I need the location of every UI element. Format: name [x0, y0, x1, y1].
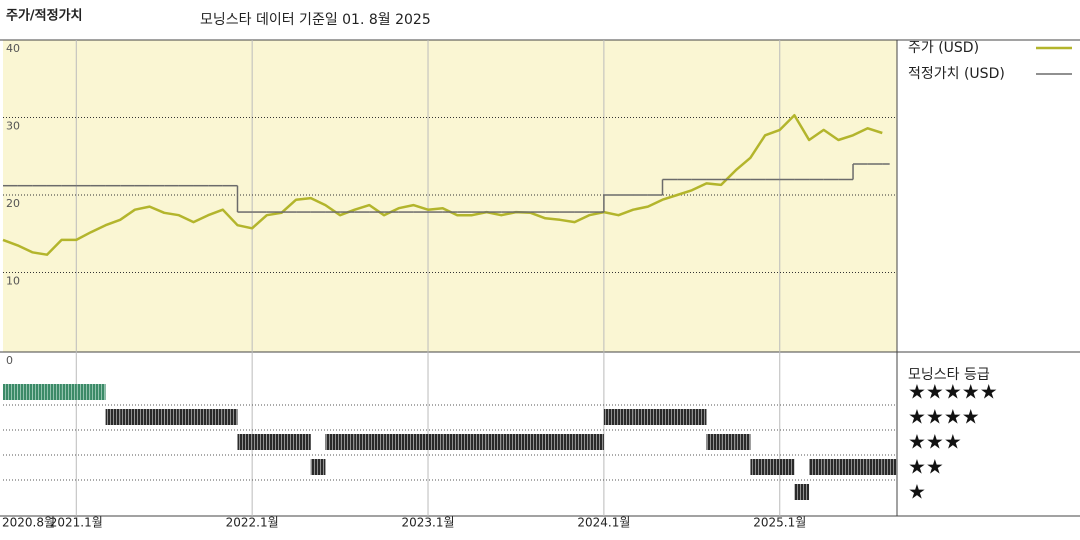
- rating-bar: [32, 384, 47, 400]
- rating-bar: [3, 384, 18, 400]
- rating-bar: [501, 434, 516, 450]
- rating-bar: [530, 434, 546, 450]
- rating-level-label: ★★★★: [908, 405, 980, 429]
- rating-bar: [545, 434, 560, 450]
- rating-bar: [266, 434, 282, 450]
- rating-bar: [296, 434, 311, 450]
- x-tick-label: 2021.1월: [50, 516, 103, 530]
- rating-bar: [647, 409, 663, 425]
- price-line: [2, 113, 883, 256]
- rating-level-label: ★★★★★: [908, 380, 998, 404]
- rating-bar: [178, 409, 194, 425]
- rating-bar: [120, 409, 135, 425]
- rating-bar: [618, 409, 634, 425]
- rating-bar: [823, 459, 839, 475]
- rating-bar: [17, 384, 33, 400]
- x-tick-label: 2022.1월: [226, 516, 279, 530]
- x-tick-label: 2020.8월: [2, 516, 55, 530]
- rating-bar: [46, 384, 62, 400]
- rating-level-label: ★: [908, 480, 926, 504]
- rating-bar: [105, 409, 121, 425]
- rating-bar: [428, 434, 443, 450]
- rating-bar: [149, 409, 165, 425]
- rating-level-label: ★★: [908, 455, 944, 479]
- rating-bar: [61, 384, 77, 400]
- rating-bar: [457, 434, 472, 450]
- rating-bar: [735, 434, 751, 450]
- rating-bar: [281, 434, 297, 450]
- plot-background: [3, 40, 897, 352]
- rating-bar: [354, 434, 370, 450]
- rating-bar: [208, 409, 223, 425]
- rating-bar: [310, 459, 326, 475]
- x-tick-label: 2024.1월: [577, 516, 630, 530]
- rating-bar: [193, 409, 209, 425]
- rating-bar: [413, 434, 429, 450]
- legend-label: 적정가치 (USD): [908, 66, 1005, 82]
- rating-bar: [853, 459, 868, 475]
- x-tick-label: 2025.1월: [753, 516, 806, 530]
- rating-bar: [222, 409, 238, 425]
- chart-subtitle: 모닝스타 데이터 기준일 01. 8월 2025: [200, 12, 431, 28]
- rating-bar: [515, 434, 531, 450]
- rating-bar: [369, 434, 385, 450]
- y-tick-label: 40: [6, 42, 20, 55]
- rating-bar: [794, 484, 810, 500]
- rating-bar: [164, 409, 179, 425]
- rating-bar: [677, 409, 692, 425]
- y-tick-label: 10: [6, 275, 20, 288]
- rating-bar: [867, 459, 883, 475]
- rating-bar: [471, 434, 487, 450]
- rating-bar: [706, 434, 722, 450]
- rating-bar: [486, 434, 502, 450]
- rating-bar: [340, 434, 355, 450]
- rating-bar: [90, 384, 106, 400]
- rating-bar: [750, 459, 766, 475]
- rating-level-label: ★★★: [908, 430, 962, 454]
- rating-bar: [882, 459, 897, 475]
- x-tick-label: 2023.1월: [402, 516, 455, 530]
- rating-title: 모닝스타 등급: [908, 367, 990, 383]
- rating-bar: [765, 459, 780, 475]
- y-tick-label: 0: [6, 354, 13, 367]
- rating-bar: [721, 434, 736, 450]
- rating-bar: [662, 409, 678, 425]
- rating-bar: [809, 459, 824, 475]
- rating-bar: [838, 459, 854, 475]
- rating-bar: [633, 409, 648, 425]
- rating-bar: [779, 459, 795, 475]
- chart-title: 주가/적정가치: [6, 8, 83, 24]
- rating-bar: [559, 434, 575, 450]
- rating-bar: [442, 434, 458, 450]
- y-tick-label: 20: [6, 197, 20, 210]
- rating-bar: [325, 434, 341, 450]
- rating-bar: [691, 409, 707, 425]
- rating-bar: [237, 434, 253, 450]
- rating-bar: [134, 409, 150, 425]
- rating-bar: [603, 409, 619, 425]
- legend-label: 주가 (USD): [908, 40, 979, 56]
- rating-bar: [589, 434, 604, 450]
- rating-bar: [252, 434, 267, 450]
- rating-bar: [76, 384, 91, 400]
- rating-bar: [384, 434, 399, 450]
- rating-bar: [574, 434, 590, 450]
- rating-bar: [398, 434, 414, 450]
- y-tick-label: 30: [6, 120, 20, 133]
